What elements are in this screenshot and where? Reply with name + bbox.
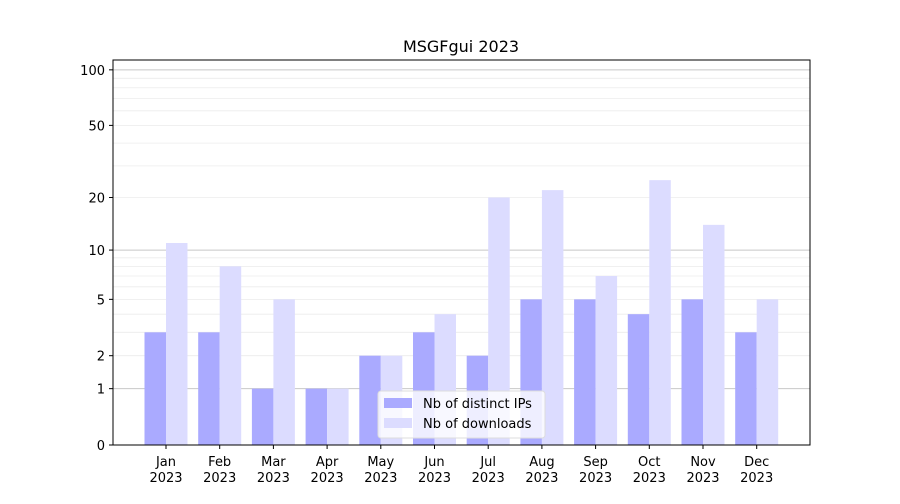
x-tick-label: Nov <box>690 455 716 470</box>
legend-label: Nb of distinct IPs <box>423 397 532 412</box>
y-tick-label: 20 <box>88 192 105 207</box>
x-tick-label: Oct <box>638 455 660 470</box>
x-tick-label: Jan <box>155 455 176 470</box>
bar-downloads <box>595 275 618 445</box>
x-tick-label: 2023 <box>364 471 397 486</box>
x-tick-label: Sep <box>583 455 608 470</box>
bar-downloads <box>219 266 242 445</box>
y-tick-label: 2 <box>97 350 105 365</box>
x-tick-label: Feb <box>208 455 231 470</box>
x-tick-label: 2023 <box>686 471 719 486</box>
chart-title: MSGFgui 2023 <box>403 37 519 56</box>
x-tick-label: Aug <box>529 455 554 470</box>
bar-downloads <box>649 180 671 445</box>
x-tick-label: 2023 <box>311 471 344 486</box>
x-tick-label: 2023 <box>257 471 290 486</box>
bar-downloads <box>541 190 564 445</box>
y-tick-label: 50 <box>88 119 105 134</box>
x-tick-label: 2023 <box>149 471 182 486</box>
bar-downloads <box>166 243 188 445</box>
bar-distinct-ips <box>144 332 166 445</box>
y-tick-label: 0 <box>97 439 105 454</box>
y-tick-label: 100 <box>80 64 105 79</box>
bar-distinct-ips <box>627 314 650 445</box>
bar-downloads <box>756 299 779 445</box>
x-tick-label: Dec <box>744 455 769 470</box>
x-tick-label: 2023 <box>740 471 773 486</box>
x-tick-label: Mar <box>261 455 286 470</box>
x-tick-label: 2023 <box>579 471 612 486</box>
x-tick-label: Apr <box>316 455 339 470</box>
bar-distinct-ips <box>735 332 757 445</box>
x-tick-label: 2023 <box>203 471 236 486</box>
legend-box <box>377 390 546 439</box>
bar-distinct-ips <box>681 299 703 445</box>
legend-label: Nb of downloads <box>423 417 532 432</box>
x-tick-label: 2023 <box>633 471 666 486</box>
x-tick-label: 2023 <box>418 471 451 486</box>
x-tick-label: 2023 <box>525 471 558 486</box>
bar-distinct-ips <box>359 355 381 445</box>
x-tick-label: 2023 <box>472 471 505 486</box>
plot-frame <box>112 59 811 446</box>
bar-distinct-ips <box>251 388 274 445</box>
bar-distinct-ips <box>305 388 328 445</box>
bar-downloads <box>703 224 725 445</box>
bar-distinct-ips <box>574 299 596 445</box>
legend-swatch <box>384 398 412 408</box>
x-axis: Jan2023Feb2023Mar2023Apr2023May2023Jun20… <box>149 445 773 486</box>
bar-downloads <box>327 388 349 445</box>
bar-downloads <box>488 197 510 445</box>
legend: Nb of distinct IPs Nb of downloads <box>377 390 546 439</box>
x-tick-label: Jun <box>423 455 444 470</box>
y-tick-label: 1 <box>97 383 105 398</box>
y-tick-label: 10 <box>88 244 105 259</box>
legend-swatch <box>384 418 412 428</box>
y-tick-label: 5 <box>97 293 105 308</box>
y-axis: 0 1 2 5 10 20 50 100 <box>80 64 113 454</box>
bar-distinct-ips <box>198 332 220 445</box>
x-tick-label: Jul <box>479 455 496 470</box>
bar-downloads <box>273 299 295 445</box>
x-tick-label: May <box>367 455 394 470</box>
